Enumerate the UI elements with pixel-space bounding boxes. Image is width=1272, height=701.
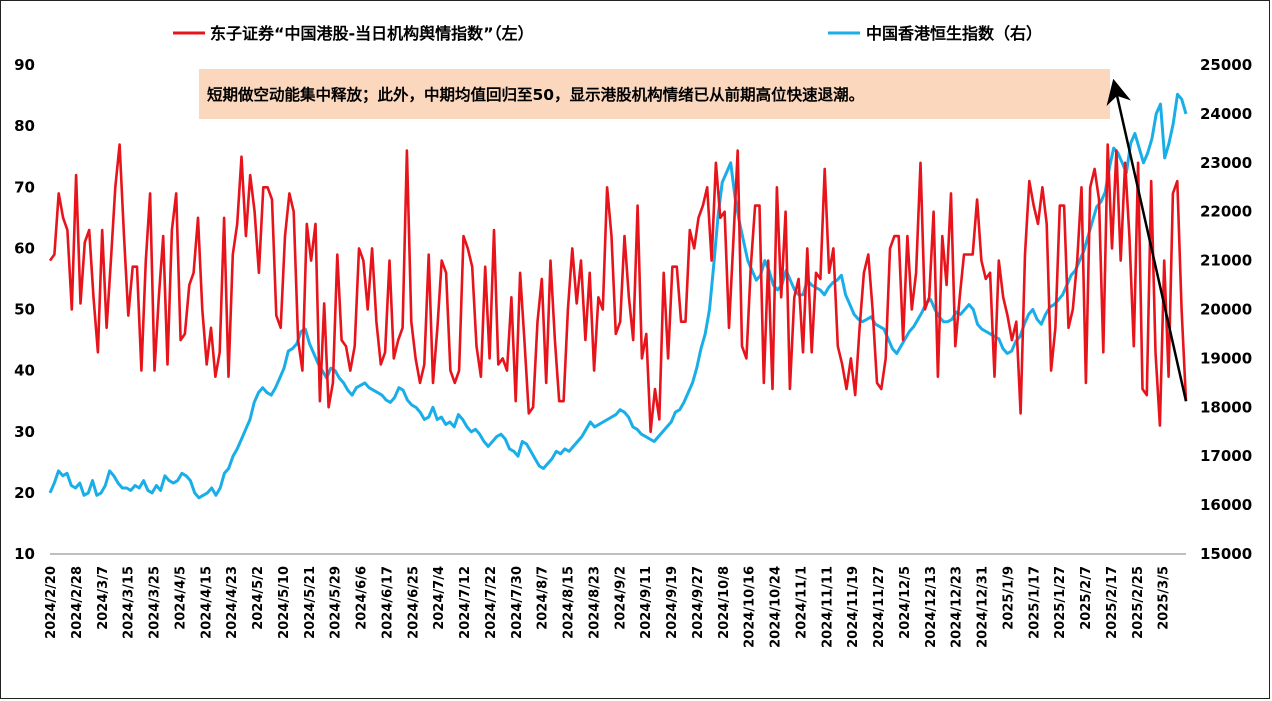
x-axis-tick-label: 2024/9/19: [665, 566, 680, 639]
right-axis-tick-label: 25000: [1200, 56, 1252, 74]
right-axis-tick-label: 15000: [1200, 545, 1252, 563]
x-axis-tick-label: 2024/5/10: [277, 566, 292, 639]
left-axis-tick-label: 60: [14, 239, 35, 257]
x-axis-tick-label: 2024/12/31: [976, 566, 991, 648]
right-axis-tick-label: 22000: [1200, 203, 1252, 221]
x-axis-tick-label: 2024/2/20: [44, 566, 59, 639]
right-axis-tick-label: 23000: [1200, 154, 1252, 172]
x-axis-tick-label: 2025/3/5: [1157, 566, 1172, 630]
annotation-text: 短期做空动能集中释放；此外，中期均值回归至50，显示港股机构情绪已从前期高位快速…: [207, 85, 864, 104]
legend-label-series2: 中国香港恒生指数（右）: [866, 24, 1042, 43]
x-axis-tick-label: 2024/12/13: [924, 566, 939, 648]
left-axis: 10 20 30 40 50 60 70 80 90: [14, 56, 35, 563]
annotation-box: [199, 69, 1110, 119]
x-axis-tick-label: 2024/2/28: [70, 566, 85, 639]
x-axis-tick-label: 2024/8/15: [562, 566, 577, 639]
right-axis-tick-label: 21000: [1200, 252, 1252, 270]
right-axis-tick-label: 16000: [1200, 496, 1252, 514]
right-axis: 15000 16000 17000 18000 19000 20000 21000 22000…: [1200, 56, 1252, 563]
x-axis-tick-label: 2024/10/8: [717, 566, 732, 639]
left-axis-tick-label: 50: [14, 301, 35, 319]
left-axis-tick-label: 80: [14, 117, 35, 135]
left-axis-tick-label: 10: [14, 545, 35, 563]
x-axis-tick-label: 2024/12/23: [950, 566, 965, 648]
x-axis-tick-label: 2024/8/7: [536, 566, 551, 630]
left-axis-tick-label: 30: [14, 423, 35, 441]
x-axis-tick-label: 2025/1/9: [1001, 566, 1016, 630]
x-axis-tick-label: 2025/2/7: [1079, 566, 1094, 630]
left-axis-tick-label: 70: [14, 178, 35, 196]
x-axis-tick-label: 2024/4/15: [199, 566, 214, 639]
x-axis-tick-label: 2024/7/30: [510, 566, 525, 639]
x-axis-tick-label: 2024/5/29: [329, 566, 344, 639]
x-axis-tick-label: 2024/3/25: [148, 566, 163, 639]
x-axis-tick-label: 2024/4/23: [225, 566, 240, 639]
annotation-arrow: [1106, 78, 1188, 402]
x-axis-tick-label: 2024/3/15: [122, 566, 137, 639]
x-axis-tick-label: 2025/2/17: [1105, 566, 1120, 639]
legend-label-series1: 东子证券“中国港股-当日机构舆情指数”（左）: [210, 24, 534, 43]
right-axis-tick-label: 18000: [1200, 398, 1252, 416]
x-axis-tick-label: 2025/2/25: [1131, 566, 1146, 639]
x-axis-tick-label: 2025/1/17: [1027, 566, 1042, 639]
x-axis-tick-label: 2024/6/6: [355, 566, 370, 630]
x-axis-tick-label: 2024/9/11: [639, 566, 654, 639]
x-axis-tick-label: 2024/3/7: [96, 566, 111, 630]
x-axis-tick-label: 2024/7/12: [458, 566, 473, 639]
x-axis-tick-label: 2024/11/11: [820, 566, 835, 648]
left-axis-tick-label: 20: [14, 484, 35, 502]
right-axis-tick-label: 17000: [1200, 447, 1252, 465]
x-axis-tick-label: 2024/10/24: [769, 566, 784, 648]
x-axis-tick-label: 2024/9/2: [613, 566, 628, 630]
x-axis-tick-label: 2024/4/5: [173, 566, 188, 630]
x-axis-tick-label: 2024/5/2: [251, 566, 266, 630]
x-axis-tick-label: 2024/5/21: [303, 566, 318, 639]
legend: 东子证券“中国港股-当日机构舆情指数”（左） 中国香港恒生指数（右）: [173, 24, 1042, 43]
left-axis-tick-label: 40: [14, 362, 35, 380]
x-axis-tick-label: 2024/7/22: [484, 566, 499, 639]
series-layer: [48, 92, 1188, 500]
x-axis-tick-label: 2024/11/27: [872, 566, 887, 648]
x-axis-tick-label: 2024/11/1: [794, 566, 809, 639]
x-axis-tick-label: 2024/11/19: [846, 566, 861, 648]
series-line-sentiment: [48, 143, 1188, 434]
x-axis-tick-label: 2024/8/23: [587, 566, 602, 639]
right-axis-tick-label: 20000: [1200, 301, 1252, 319]
x-axis-tick-label: 2024/7/4: [432, 566, 447, 630]
left-axis-tick-label: 90: [14, 56, 35, 74]
annotation: 短期做空动能集中释放；此外，中期均值回归至50，显示港股机构情绪已从前期高位快速…: [199, 69, 1110, 119]
right-axis-tick-label: 19000: [1200, 349, 1252, 367]
x-axis-tick-label: 2024/10/16: [743, 566, 758, 648]
arrow-line: [1106, 78, 1188, 402]
x-axis-tick-label: 2024/9/27: [691, 566, 706, 639]
right-axis-tick-label: 24000: [1200, 105, 1252, 123]
x-axis-tick-label: 2024/12/5: [898, 566, 913, 639]
x-axis: 2024/2/20 2024/2/28 2024/3/7 2024/3/15 2024/…: [44, 553, 1186, 648]
x-axis-tick-label: 2024/6/17: [380, 566, 395, 639]
x-axis-tick-label: 2025/1/27: [1053, 566, 1068, 639]
x-axis-tick-label: 2024/6/25: [406, 566, 421, 639]
